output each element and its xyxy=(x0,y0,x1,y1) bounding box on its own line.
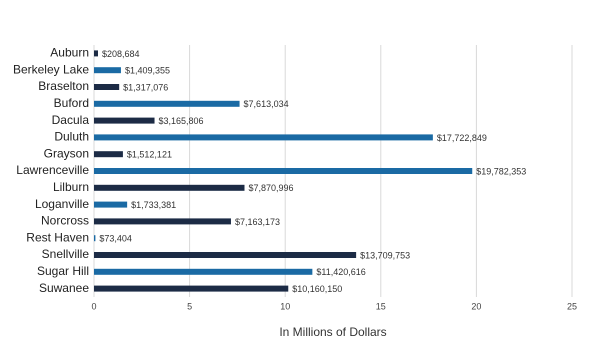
value-label: $7,870,996 xyxy=(248,183,293,193)
value-label: $208,684 xyxy=(102,49,140,59)
value-label: $7,613,034 xyxy=(244,99,289,109)
value-label: $3,165,806 xyxy=(159,116,204,126)
value-label: $17,722,849 xyxy=(437,133,487,143)
x-tick-label: 10 xyxy=(280,301,290,311)
bar xyxy=(94,151,123,158)
value-label: $7,163,173 xyxy=(235,217,280,227)
y-tick-label: Suwanee xyxy=(39,281,89,295)
bar xyxy=(94,285,289,292)
x-tick-label: 0 xyxy=(91,301,96,311)
y-tick-label: Norcross xyxy=(41,214,89,228)
value-label: $19,782,353 xyxy=(476,166,526,176)
y-tick-label: Lilburn xyxy=(53,180,89,194)
value-label: $1,409,355 xyxy=(125,66,170,76)
x-tick-label: 20 xyxy=(471,301,481,311)
y-tick-label: Sugar Hill xyxy=(37,264,89,278)
y-tick-label: Braselton xyxy=(38,79,89,93)
value-label: $11,420,616 xyxy=(316,267,365,277)
y-tick-label: Loganville xyxy=(35,197,89,211)
bar xyxy=(94,117,155,124)
bar xyxy=(94,168,473,174)
y-tick-label: Dacula xyxy=(52,113,90,127)
y-tick-label: Rest Haven xyxy=(26,230,89,244)
bar xyxy=(94,184,245,191)
x-tick-label: 5 xyxy=(187,301,192,311)
value-label: $10,160,150 xyxy=(292,284,342,294)
value-label: $73,404 xyxy=(99,234,132,244)
x-tick-label: 15 xyxy=(376,301,386,311)
y-tick-label: Auburn xyxy=(50,46,89,60)
x-tick-label: 25 xyxy=(567,301,577,311)
bar xyxy=(94,100,240,107)
y-tick-label: Grayson xyxy=(44,146,89,160)
bar xyxy=(94,134,433,141)
bar xyxy=(94,252,357,258)
bar xyxy=(94,67,121,74)
bar xyxy=(94,235,96,242)
value-label: $13,709,753 xyxy=(360,250,410,260)
bar xyxy=(94,201,128,208)
bar xyxy=(94,218,231,225)
bar xyxy=(94,84,120,90)
value-label: $1,733,381 xyxy=(131,200,176,210)
y-tick-label: Lawrenceville xyxy=(16,163,89,177)
y-tick-label: Berkeley Lake xyxy=(13,62,89,76)
value-label: $1,512,121 xyxy=(127,150,172,160)
bar xyxy=(94,268,313,275)
x-axis-title: In Millions of Dollars xyxy=(279,325,386,339)
y-tick-label: Snellville xyxy=(42,247,90,261)
y-tick-label: Duluth xyxy=(54,130,89,144)
bar xyxy=(94,50,98,57)
value-label: $1,317,076 xyxy=(123,82,168,92)
y-tick-label: Buford xyxy=(54,96,89,110)
